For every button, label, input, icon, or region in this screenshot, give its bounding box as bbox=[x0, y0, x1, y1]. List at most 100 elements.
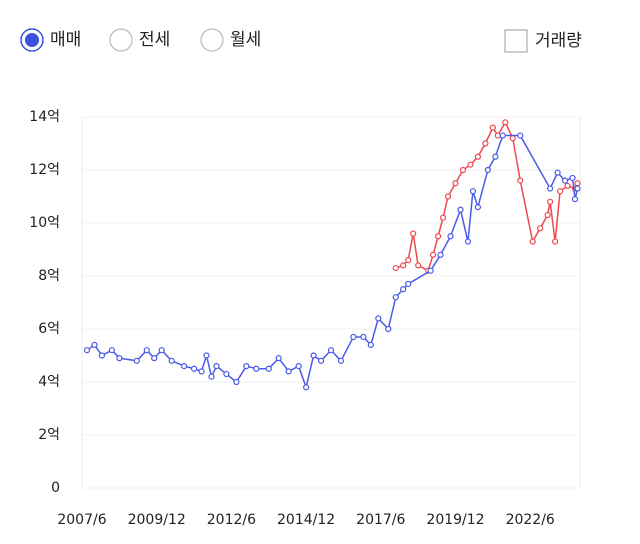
data-point bbox=[213, 363, 220, 370]
data-point bbox=[547, 198, 554, 205]
data-point bbox=[327, 347, 335, 354]
radio-ring[interactable] bbox=[109, 28, 133, 52]
data-point bbox=[517, 132, 524, 139]
radio-ring[interactable] bbox=[200, 28, 224, 52]
data-point bbox=[551, 238, 559, 245]
y-tick-label: 10억 bbox=[29, 215, 60, 231]
data-point bbox=[439, 214, 447, 221]
data-point bbox=[457, 206, 464, 213]
x-tick-label: 2014/12 bbox=[277, 512, 335, 528]
data-point bbox=[133, 357, 140, 364]
data-point bbox=[489, 124, 496, 131]
radio[interactable]: 전세 bbox=[109, 28, 170, 52]
data-point bbox=[574, 180, 581, 187]
checkbox-box[interactable] bbox=[504, 29, 528, 53]
data-point bbox=[243, 363, 250, 370]
radio[interactable]: 매매 bbox=[20, 28, 81, 52]
data-point bbox=[537, 225, 544, 232]
y-tick-label: 2억 bbox=[38, 427, 60, 443]
data-point bbox=[91, 341, 98, 348]
data-point bbox=[392, 264, 399, 272]
data-point bbox=[464, 238, 472, 245]
data-point bbox=[554, 169, 561, 176]
data-point bbox=[190, 365, 198, 372]
data-point bbox=[482, 140, 489, 147]
data-point bbox=[108, 347, 115, 354]
data-point bbox=[415, 262, 422, 269]
data-point bbox=[499, 132, 506, 139]
data-point bbox=[151, 355, 158, 362]
data-point bbox=[474, 204, 482, 211]
data-point bbox=[98, 352, 106, 359]
y-tick-label: 4억 bbox=[38, 374, 60, 390]
checkbox[interactable]: 거래량 bbox=[504, 29, 582, 53]
data-point bbox=[429, 251, 437, 258]
data-point bbox=[253, 365, 260, 372]
data-point bbox=[310, 352, 317, 359]
y-tick-label: 14억 bbox=[29, 109, 60, 125]
data-point bbox=[569, 174, 576, 182]
data-point bbox=[459, 166, 467, 174]
data-point bbox=[360, 333, 367, 341]
data-point bbox=[547, 185, 554, 192]
data-point bbox=[561, 177, 569, 184]
data-point bbox=[405, 280, 412, 288]
data-point bbox=[337, 357, 345, 364]
data-point bbox=[509, 135, 516, 142]
radio-dot[interactable] bbox=[25, 33, 39, 47]
data-point bbox=[400, 286, 407, 293]
data-point bbox=[444, 193, 452, 200]
data-point bbox=[492, 153, 499, 160]
y-tick-label: 12억 bbox=[29, 162, 60, 178]
data-point bbox=[574, 185, 581, 192]
data-point bbox=[180, 363, 188, 370]
x-tick-label: 2019/12 bbox=[426, 512, 484, 528]
data-point bbox=[400, 262, 407, 269]
data-point bbox=[168, 357, 175, 364]
data-point bbox=[223, 370, 230, 378]
data-point bbox=[529, 238, 536, 245]
data-point bbox=[275, 355, 282, 362]
data-point bbox=[385, 325, 392, 333]
data-point bbox=[437, 251, 444, 258]
data-point bbox=[317, 357, 325, 364]
radio[interactable]: 월세 bbox=[200, 28, 261, 52]
radio-label[interactable]: 매매 bbox=[50, 30, 81, 50]
data-point bbox=[116, 355, 123, 362]
data-point bbox=[556, 188, 564, 195]
data-point bbox=[350, 333, 357, 341]
data-point bbox=[484, 166, 491, 174]
data-point bbox=[143, 347, 150, 354]
data-point bbox=[198, 368, 205, 375]
data-point bbox=[447, 233, 454, 240]
data-point bbox=[208, 373, 215, 380]
data-point bbox=[265, 365, 272, 372]
x-tick-label: 2017/6 bbox=[356, 512, 405, 528]
y-tick-label: 0 bbox=[51, 480, 60, 496]
plot-frame bbox=[81, 116, 581, 489]
data-point bbox=[367, 341, 374, 348]
data-point bbox=[467, 161, 474, 168]
checkbox-label[interactable]: 거래량 bbox=[535, 31, 582, 51]
y-tick-label: 6억 bbox=[38, 321, 60, 337]
x-tick-label: 2009/12 bbox=[128, 512, 186, 528]
data-point bbox=[233, 378, 240, 386]
data-point bbox=[474, 153, 482, 160]
data-point bbox=[517, 177, 524, 184]
y-tick-label: 8억 bbox=[38, 268, 60, 284]
data-point bbox=[392, 294, 399, 301]
x-tick-label: 2007/6 bbox=[57, 512, 106, 528]
data-point bbox=[375, 315, 382, 322]
data-point bbox=[83, 347, 91, 354]
data-point bbox=[434, 233, 442, 240]
data-point bbox=[203, 352, 210, 359]
data-point bbox=[285, 368, 292, 375]
data-point bbox=[544, 211, 551, 219]
radio-label[interactable]: 월세 bbox=[230, 30, 261, 50]
data-point bbox=[405, 257, 412, 264]
data-point bbox=[452, 180, 459, 187]
x-tick-label: 2022/6 bbox=[506, 512, 555, 528]
radio-label[interactable]: 전세 bbox=[139, 30, 170, 50]
data-point bbox=[469, 188, 477, 195]
